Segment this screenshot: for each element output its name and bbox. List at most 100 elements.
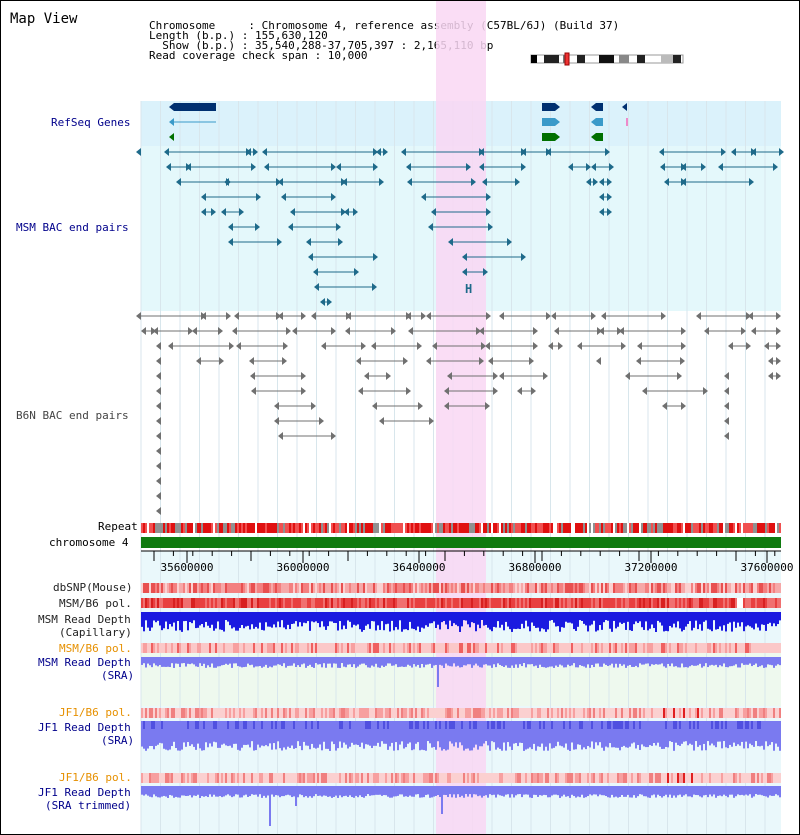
repeat-element — [465, 523, 467, 533]
jf1-b6-pol-trim-cell — [151, 773, 153, 783]
msm-b6-pol-cell — [285, 598, 287, 608]
jf1-b6-pol-cell — [765, 708, 767, 718]
msm-capillary-depth-bar — [185, 612, 187, 621]
msm-b6-pol-cell — [577, 598, 579, 608]
jf1-b6-pol-trim-cell — [183, 773, 185, 783]
msm-capillary-depth-bar — [773, 612, 775, 624]
msm-sra-depth-bar — [407, 657, 409, 665]
repeat-element — [295, 523, 297, 533]
jf1-trim-depth-bar — [279, 786, 281, 798]
jf1-b6-pol-trim-cell — [425, 773, 427, 783]
msm-b6-pol-cell — [637, 598, 639, 608]
msm-bac-end — [466, 163, 471, 171]
jf1-trim-depth-bar — [305, 786, 307, 797]
msm-sra-depth-bar — [471, 657, 473, 668]
jf1-trim-depth-bar — [445, 786, 447, 795]
jf1-trim-depth-bar — [251, 786, 253, 795]
repeat-element — [361, 523, 363, 533]
msm-b6-pol-sra-cell — [357, 643, 359, 653]
dbsnp-cell — [701, 583, 703, 593]
msm-b6-pol-sra-cell — [235, 643, 237, 653]
msm-b6-pol-cell — [247, 598, 249, 608]
msm-capillary-depth-bar — [217, 612, 219, 622]
jf1-sra-depth-bar — [743, 721, 745, 749]
msm-b6-pol-cell — [515, 598, 517, 608]
msm-b6-pol-cell — [763, 598, 765, 608]
jf1-trim-depth-bar — [453, 786, 455, 795]
b6n-bac-end — [319, 417, 324, 425]
jf1-sra-depth-bar — [265, 721, 267, 746]
msm-bac-end — [376, 148, 381, 156]
repeat-element — [291, 523, 293, 533]
repeat-element — [353, 523, 355, 533]
jf1-trim-depth-bar — [363, 786, 365, 798]
jf1-sra-depth-bar — [469, 721, 471, 729]
b6n-bac-end — [724, 432, 729, 440]
jf1-trim-depth-bar — [767, 786, 769, 798]
dbsnp-cell — [431, 583, 433, 593]
msm-b6-pol-cell — [331, 598, 333, 608]
dbsnp-cell — [567, 583, 569, 593]
msm-b6-pol-sra-cell — [229, 643, 231, 653]
jf1-sra-depth-bar — [355, 721, 357, 745]
msm-b6-pol-sra-cell — [551, 643, 553, 653]
dbsnp-cell — [449, 583, 451, 593]
msm-b6-pol-cell — [727, 598, 729, 608]
msm-sra-depth-bar — [443, 657, 445, 668]
msm-capillary-depth-bar — [363, 612, 365, 631]
jf1-b6-pol-trim-cell — [433, 773, 435, 783]
msm-sra-depth-bar — [271, 657, 273, 668]
msm-b6-pol-sra-cell — [533, 643, 535, 653]
jf1-trim-depth-bar — [223, 786, 225, 797]
msm-b6-pol-sra-cell — [269, 643, 271, 653]
jf1-trim-depth-bar — [689, 786, 691, 797]
repeat-element — [729, 523, 731, 533]
jf1-b6-pol-trim-cell — [179, 773, 181, 783]
jf1-sra-depth-bar — [337, 721, 339, 749]
jf1-b6-pol-cell — [477, 708, 479, 718]
b6n-bac-end — [776, 312, 781, 320]
jf1-sra-depth-bar — [579, 721, 581, 729]
msm-sra-depth-bar — [493, 657, 495, 665]
b6n-bac-end — [229, 342, 234, 350]
msm-capillary-depth-bar — [175, 612, 177, 631]
msm-b6-pol-cell — [685, 598, 687, 608]
jf1-sra-depth-bar — [203, 721, 205, 751]
jf1-sra-depth-bar — [745, 721, 747, 742]
jf1-b6-pol-cell — [655, 708, 657, 718]
jf1-sra-depth-bar — [551, 721, 553, 749]
jf1-b6-pol-trim-cell — [321, 773, 323, 783]
jf1-b6-pol-trim-cell — [533, 773, 535, 783]
jf1-b6-pol-cell — [753, 708, 755, 718]
jf1-trim-depth-bar — [643, 786, 645, 797]
repeat-element — [335, 523, 337, 533]
msm-b6-pol-sra-cell — [535, 643, 537, 653]
jf1-b6-pol-cell — [619, 708, 621, 718]
jf1-b6-pol-trim-cell — [585, 773, 587, 783]
repeat-element — [307, 523, 309, 533]
jf1-sra-depth-bar — [409, 721, 411, 743]
msm-sra-depth-bar — [313, 657, 315, 668]
jf1-b6-pol-cell — [213, 708, 215, 718]
dbsnp-cell — [539, 583, 541, 593]
repeat-element — [349, 523, 351, 533]
repeat-element — [323, 523, 325, 533]
jf1-b6-pol-cell — [535, 708, 537, 718]
msm-sra-depth-bar — [211, 657, 213, 664]
repeat-element — [627, 523, 629, 533]
msm-bac-end — [246, 148, 251, 156]
msm-sra-depth-bar — [451, 657, 453, 667]
msm-capillary-depth-bar — [213, 612, 215, 631]
b6n-bac-end — [533, 327, 538, 335]
b6n-bac-end — [141, 327, 146, 335]
repeat-element — [661, 523, 663, 533]
dbsnp-cell — [393, 583, 395, 593]
repeat-element — [325, 523, 327, 533]
msm-b6-pol-sra-cell — [449, 643, 451, 653]
repeat-element — [341, 523, 343, 533]
jf1-sra-depth-bar — [717, 721, 719, 729]
jf1-b6-pol-cell — [223, 708, 225, 718]
repeat-element — [715, 523, 717, 533]
dbsnp-cell — [721, 583, 723, 593]
